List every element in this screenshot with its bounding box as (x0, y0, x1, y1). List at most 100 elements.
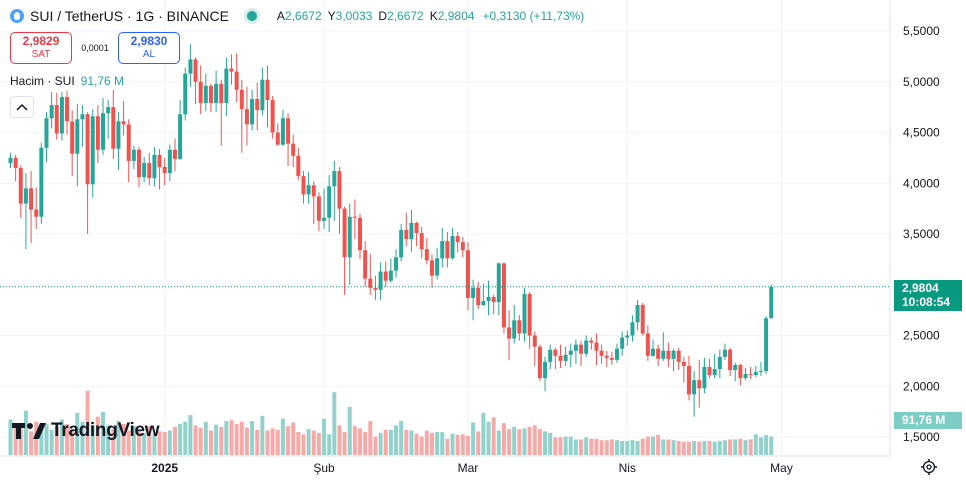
candle-body (85, 114, 90, 185)
candle (681, 356, 686, 383)
candle-body (183, 73, 188, 115)
candle (656, 344, 661, 366)
volume-bar (388, 429, 393, 455)
volume-bar (496, 430, 501, 455)
candle-body (352, 216, 357, 218)
volume-bar (394, 425, 398, 455)
candle (717, 349, 722, 379)
candle (625, 330, 630, 346)
candle (13, 154, 18, 182)
candle (383, 261, 388, 287)
candle-body (162, 167, 167, 174)
volume-bar (116, 420, 121, 455)
candle-body (666, 350, 671, 359)
symbol-title[interactable]: SUI / TetherUS · 1G · BINANCE (30, 8, 229, 24)
candle (697, 359, 702, 408)
volume-bar (769, 436, 774, 455)
candle (54, 92, 59, 140)
volume-bar (121, 423, 126, 455)
volume-bar (630, 440, 635, 455)
tradingview-logo[interactable]: TradingView (12, 420, 160, 442)
settings-gear-icon[interactable] (920, 458, 938, 476)
volume-bar (188, 415, 193, 455)
candle-body (753, 372, 758, 376)
candle (543, 356, 548, 392)
candle (126, 119, 131, 183)
candle-body (625, 335, 630, 338)
candle-body (414, 222, 419, 233)
candle (471, 279, 476, 321)
candle-body (645, 333, 650, 356)
volume-bar (291, 422, 296, 455)
candle-body (368, 278, 373, 288)
volume-bars (8, 390, 774, 455)
volume-bar (316, 432, 321, 455)
volume-bar (491, 417, 496, 455)
volume-bar (95, 416, 100, 455)
candle (496, 262, 501, 316)
volume-bar (363, 432, 368, 455)
volume-bar (306, 429, 311, 455)
candle (270, 95, 275, 139)
candle-body (75, 119, 80, 154)
volume-bar (75, 412, 80, 455)
candle-body (229, 68, 234, 72)
spread-value: 0,0001 (81, 43, 109, 53)
volume-bar (589, 438, 594, 455)
candle-body (604, 355, 609, 358)
candle (44, 112, 49, 162)
candle (527, 291, 532, 349)
volume-bar (512, 426, 517, 455)
volume-bar (651, 436, 655, 455)
candle-body (748, 374, 753, 376)
volume-bar (414, 433, 419, 455)
candle (388, 258, 393, 283)
volume-bar (255, 429, 260, 455)
volume-bar (178, 423, 183, 455)
candle (75, 104, 80, 187)
buy-button[interactable]: 2,9830 AL (118, 32, 180, 64)
candle (394, 249, 398, 278)
candle (661, 332, 666, 361)
candle (712, 353, 717, 379)
candle (399, 223, 404, 262)
candle-body (722, 349, 727, 357)
candle-body (363, 250, 368, 279)
candle-body (244, 109, 249, 125)
candle (152, 146, 157, 187)
candle (131, 145, 136, 170)
candle (327, 175, 332, 232)
volume-bar (681, 441, 686, 455)
candle (167, 144, 172, 182)
volume-bar (579, 439, 584, 455)
volume-bar (419, 436, 424, 455)
market-status-icon[interactable] (246, 11, 257, 21)
volume-bar (358, 428, 363, 455)
candle (491, 294, 496, 315)
candle (183, 67, 188, 121)
volume-bar (645, 436, 650, 455)
volume-bar (666, 439, 671, 455)
candle-body (332, 171, 337, 187)
trade-panel: 2,9829 SAT 0,0001 2,9830 AL (10, 31, 180, 65)
volume-bar (748, 439, 753, 455)
candle-body (640, 305, 645, 334)
candle-body (286, 118, 291, 144)
candle (49, 91, 54, 129)
volume-bar (142, 432, 147, 455)
sell-button[interactable]: 2,9829 SAT (10, 32, 72, 64)
volume-bar (712, 441, 717, 455)
volume-bar (424, 430, 429, 455)
candle-body (373, 287, 378, 290)
candle (137, 146, 141, 188)
volume-bar (615, 440, 620, 455)
candle-body (8, 157, 13, 163)
candle (702, 357, 707, 394)
candle-body (717, 356, 722, 369)
collapse-legend-button[interactable] (10, 96, 34, 118)
volume-bar (635, 440, 640, 455)
candle-body (224, 68, 229, 104)
volume-legend[interactable]: Hacim · SUI 91,76 M (10, 74, 124, 88)
candle-body (18, 168, 23, 204)
